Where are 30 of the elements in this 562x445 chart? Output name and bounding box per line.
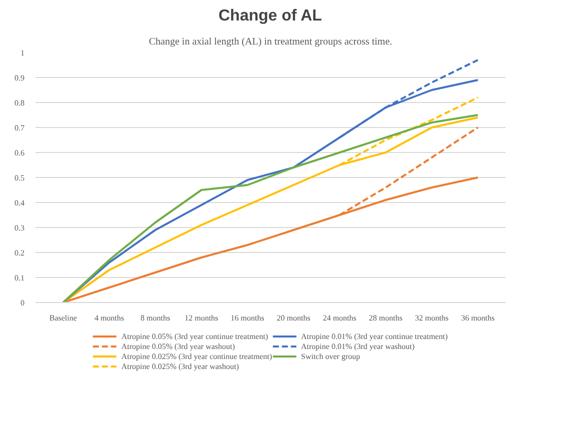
y-tick-label: 0.8 (14, 98, 24, 108)
y-tick-label: 0.3 (14, 224, 24, 232)
y-tick-label: 0.7 (14, 124, 24, 132)
legend-label: Switch over group (301, 351, 360, 361)
y-tick-label: 0.2 (14, 248, 24, 258)
x-tick-label: 16 months (230, 314, 264, 322)
x-tick-label: Baseline (49, 314, 78, 322)
x-tick-label: 8 months (140, 314, 170, 322)
y-tick-label: 0.9 (14, 74, 24, 82)
y-tick-label: 0.4 (14, 198, 24, 208)
legend-label: Atropine 0.05% (3rd year washout) (121, 341, 235, 351)
x-tick-label: 4 months (94, 314, 124, 322)
legend-label: Atropine 0.025% (3rd year washout) (121, 361, 239, 371)
legend-label: Atropine 0.01% (3rd year washout) (301, 341, 415, 351)
x-tick-label: 36 months (461, 314, 495, 322)
x-tick-label: 20 months (276, 314, 310, 322)
legend-label: Atropine 0.01% (3rd year continue treatment) (301, 331, 448, 341)
x-tick-label: 28 months (368, 314, 402, 322)
y-tick-label: 0.6 (14, 148, 24, 158)
y-tick-label: 0.5 (14, 174, 24, 182)
chart-subtitle: Change in axial length (AL) in treatment groups across time. (148, 36, 392, 48)
y-tick-label: 1 (20, 48, 24, 58)
y-tick-label: 0.1 (14, 274, 24, 282)
legend-label: Atropine 0.05% (3rd year continue treatment) (121, 331, 268, 341)
x-tick-label: 12 months (184, 314, 218, 322)
x-tick-label: 32 months (414, 314, 449, 322)
y-tick-label: 0 (20, 298, 24, 308)
legend-label: Atropine 0.025% (3rd year continue treatment) (121, 351, 272, 361)
x-tick-label: 24 months (322, 314, 356, 322)
chart-title: Change of AL (218, 8, 322, 24)
